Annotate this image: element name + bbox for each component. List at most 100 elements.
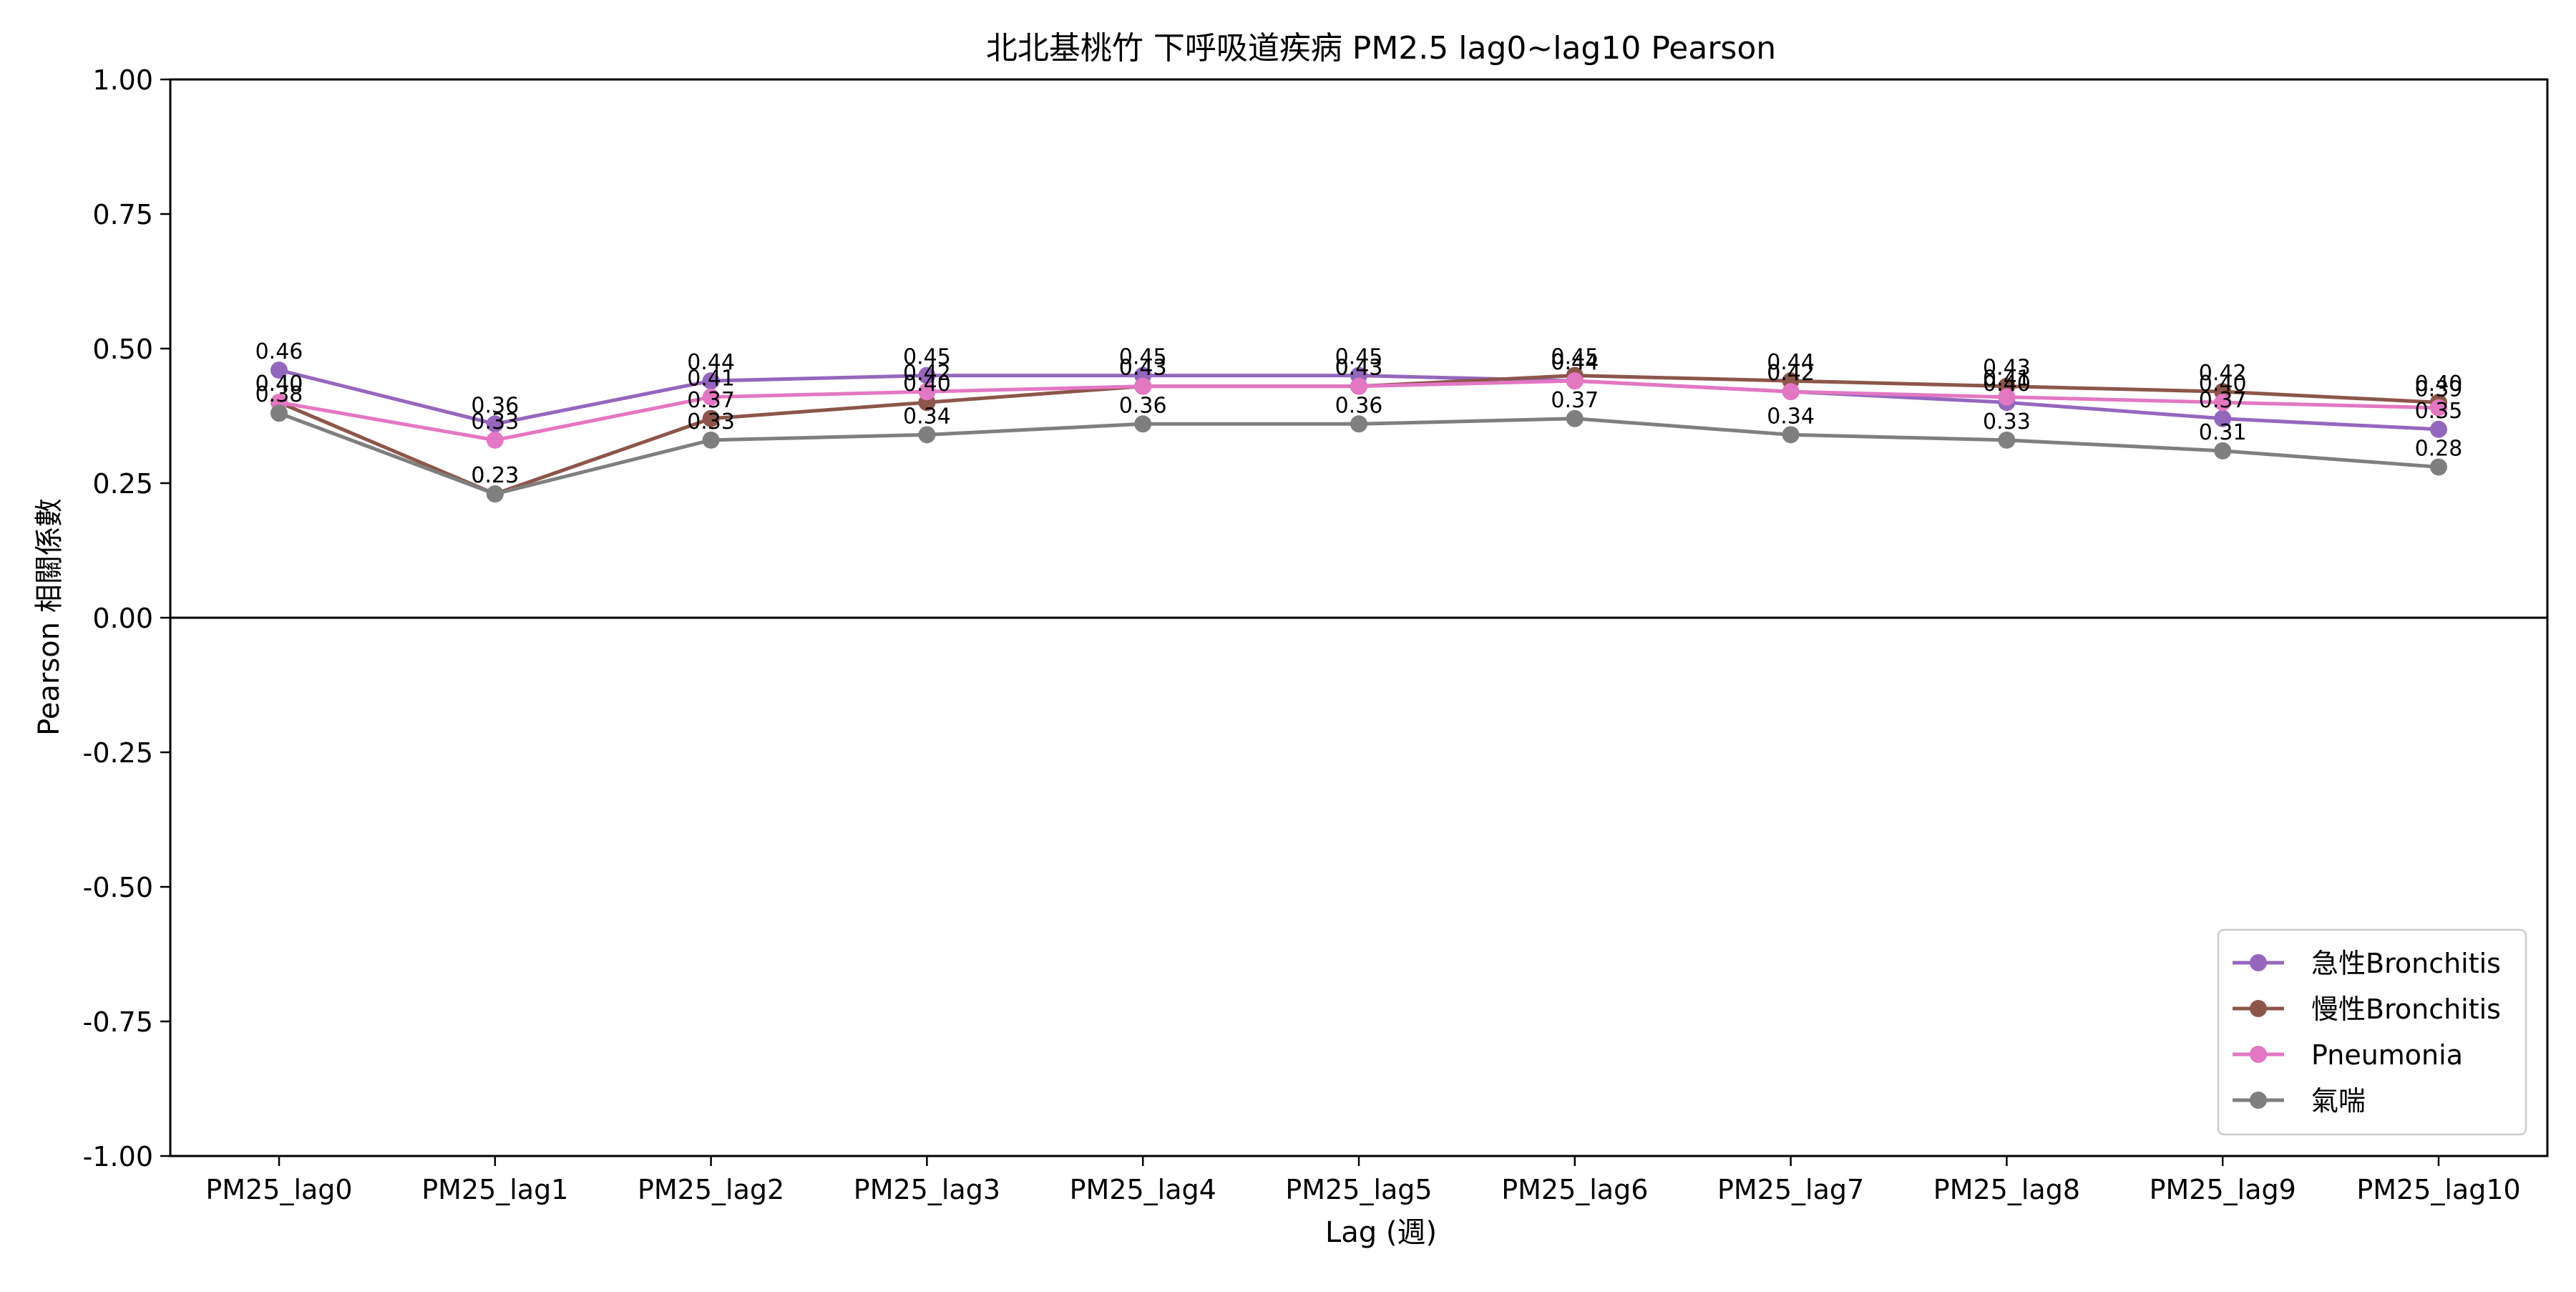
data-label: 0.23	[471, 463, 519, 488]
data-label: 0.37	[1551, 388, 1599, 413]
data-label: 0.36	[471, 393, 519, 418]
data-label: 0.43	[1119, 356, 1167, 381]
y-tick-label: -0.50	[83, 872, 153, 903]
data-label: 0.45	[903, 345, 951, 370]
data-label: 0.40	[903, 371, 951, 397]
x-tick-label: PM25_lag9	[2150, 1174, 2296, 1205]
data-label: 0.33	[1983, 409, 2031, 434]
data-point	[270, 404, 288, 422]
x-tick-label: PM25_lag6	[1501, 1174, 1648, 1205]
data-label: 0.31	[2199, 420, 2247, 445]
data-label: 0.41	[687, 366, 735, 392]
y-tick-label: -1.00	[83, 1141, 153, 1172]
data-point	[1782, 383, 1800, 401]
x-tick-label: PM25_lag3	[854, 1174, 1000, 1205]
data-label: 0.42	[2199, 361, 2247, 386]
data-label: 0.46	[255, 339, 303, 364]
data-point	[270, 361, 288, 379]
x-tick-label: PM25_lag5	[1285, 1174, 1432, 1205]
data-label: 0.35	[2415, 399, 2463, 424]
data-label: 0.40	[255, 371, 303, 397]
data-label: 0.37	[687, 388, 735, 413]
data-point	[2430, 420, 2447, 438]
data-label: 0.45	[1551, 345, 1599, 370]
x-tick-label: PM25_lag1	[421, 1174, 568, 1205]
data-point	[918, 383, 936, 401]
data-point	[1134, 415, 1152, 433]
data-point	[1350, 415, 1367, 433]
data-label: 0.33	[687, 409, 735, 434]
x-tick-label: PM25_lag0	[205, 1174, 352, 1205]
data-label: 0.34	[1767, 404, 1815, 429]
data-point	[486, 485, 504, 503]
data-label: 0.40	[255, 371, 303, 397]
data-point	[1566, 409, 1584, 427]
data-label: 0.43	[1983, 356, 2031, 381]
data-label: 0.43	[1335, 356, 1383, 381]
data-label: 0.28	[2415, 436, 2463, 461]
legend-marker	[2250, 1046, 2267, 1063]
x-tick-label: PM25_lag2	[638, 1174, 784, 1205]
data-label: 0.36	[1335, 393, 1383, 418]
data-label: 0.40	[1983, 371, 2031, 397]
chart-title: 北北基桃竹 下呼吸道疾病 PM2.5 lag0~lag10 Pearson	[986, 30, 1776, 67]
y-tick-label: -0.25	[83, 737, 153, 769]
x-tick-label: PM25_lag4	[1070, 1174, 1216, 1205]
data-point	[918, 426, 936, 444]
x-tick-label: PM25_lag7	[1717, 1174, 1864, 1205]
x-tick-label: PM25_lag10	[2356, 1174, 2520, 1205]
data-label: 0.37	[2199, 388, 2247, 413]
legend-label: 慢性Bronchitis	[2311, 994, 2501, 1025]
y-tick-label: -0.75	[83, 1006, 153, 1038]
legend-marker	[2250, 1092, 2267, 1109]
legend-box	[2217, 928, 2527, 1136]
data-label: 0.45	[1335, 345, 1383, 370]
y-tick-label: 0.75	[92, 199, 153, 230]
data-label: 0.42	[903, 361, 951, 386]
data-point	[2214, 394, 2232, 412]
data-point	[2214, 442, 2232, 460]
data-point	[1350, 377, 1367, 395]
data-label: 0.43	[1335, 356, 1383, 381]
data-point	[918, 366, 936, 384]
data-point	[1998, 388, 2016, 406]
data-point	[1134, 377, 1152, 395]
data-label: 0.40	[2199, 371, 2247, 397]
data-point	[1998, 431, 2016, 449]
data-label: 0.39	[2415, 377, 2463, 402]
data-label: 0.36	[1119, 393, 1167, 418]
data-point	[486, 415, 504, 433]
data-point	[702, 409, 720, 427]
legend-label: 急性Bronchitis	[2311, 948, 2501, 979]
data-point	[702, 431, 720, 449]
legend-marker	[2250, 954, 2267, 971]
data-label: 0.41	[1983, 366, 2031, 392]
legend-label: 氣喘	[2311, 1085, 2366, 1117]
y-tick-label: 0.00	[92, 603, 153, 634]
legend-label: Pneumonia	[2311, 1039, 2463, 1071]
data-point	[2430, 399, 2447, 417]
y-tick-label: 0.50	[92, 334, 153, 365]
data-label: 0.44	[687, 350, 735, 375]
y-tick-label: 0.25	[92, 468, 153, 500]
data-point	[702, 388, 720, 406]
data-label: 0.42	[1767, 361, 1815, 386]
x-axis-label: Lag (週)	[1325, 1216, 1437, 1249]
data-point	[702, 372, 720, 390]
data-point	[486, 431, 504, 449]
data-label: 0.44	[1767, 350, 1815, 375]
data-label: 0.44	[1551, 350, 1599, 375]
data-point	[2214, 409, 2232, 427]
data-label: 0.34	[903, 404, 951, 429]
y-tick-label: 1.00	[92, 64, 153, 96]
data-label: 0.38	[255, 382, 303, 407]
data-point	[1782, 426, 1800, 444]
y-axis-label: Pearson 相關係數	[33, 498, 66, 736]
data-label: 0.43	[1119, 356, 1167, 381]
data-label: 0.33	[471, 409, 519, 434]
data-label: 0.44	[1551, 350, 1599, 375]
data-point	[1566, 372, 1584, 390]
data-point	[2430, 458, 2447, 476]
